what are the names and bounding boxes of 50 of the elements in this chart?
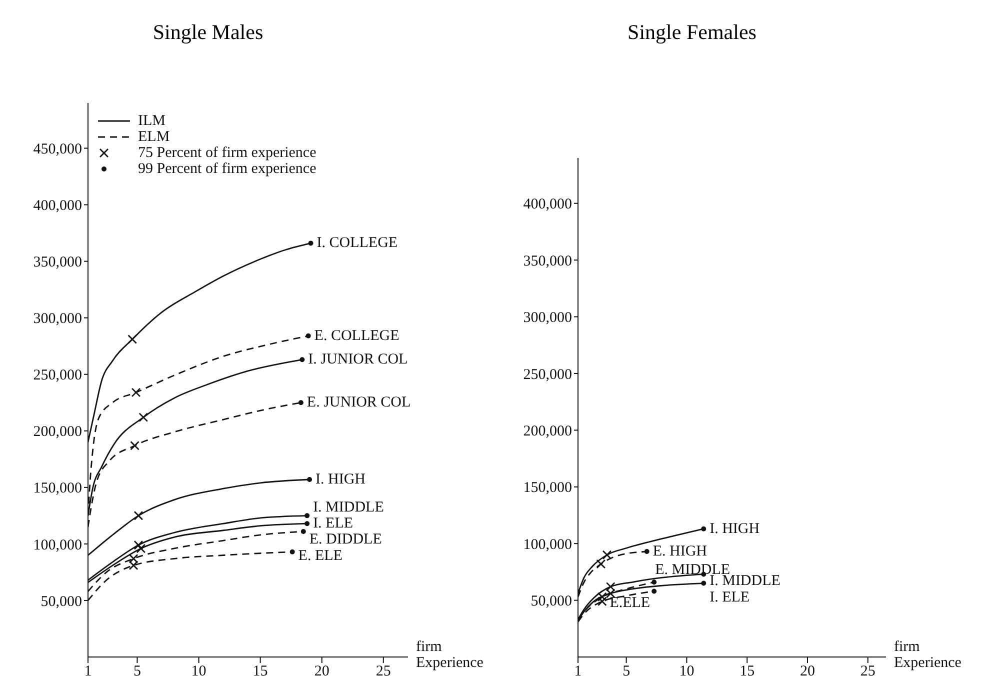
- x-tick-label: 10: [679, 664, 694, 680]
- y-tick-label: 400,000: [523, 196, 572, 213]
- series-label: I. MIDDLE: [313, 500, 384, 516]
- y-tick-label: 50,000: [40, 594, 82, 610]
- x-tick-label: 1: [574, 664, 582, 680]
- legend-label: 99 Percent of firm experience: [138, 161, 316, 177]
- x-tick-label: 20: [314, 664, 330, 680]
- chart-title: Single Males: [152, 20, 264, 45]
- x-tick-label: 5: [133, 664, 141, 680]
- y-tick-label: 200,000: [523, 424, 572, 440]
- series-label: I. ELE: [710, 589, 750, 606]
- legend-label: 75 Percent of firm experience: [138, 145, 316, 161]
- y-tick-label: 300,000: [523, 310, 572, 326]
- series-label: I. COLLEGE: [316, 235, 398, 252]
- y-tick-label: 250,000: [33, 368, 82, 384]
- series-label: E. JUNIOR COL: [306, 394, 411, 411]
- x-tick-label: 25: [860, 664, 876, 680]
- y-tick-label: 300,000: [33, 311, 82, 328]
- series-label: I. HIGH: [316, 471, 366, 488]
- y-tick-label: 350,000: [33, 254, 82, 271]
- annotation: ILM: [138, 113, 166, 129]
- y-tick-label: 100,000: [523, 536, 572, 553]
- annotation: ELM: [138, 129, 170, 145]
- x-tick-label: 10: [191, 664, 206, 680]
- y-tick-label: 250,000: [523, 366, 572, 383]
- series-label: E. DIDDLE: [309, 532, 382, 548]
- y-tick-label: 450,000: [33, 142, 82, 158]
- series-label: E.ELE: [610, 595, 650, 612]
- series-label: E. ELE: [298, 548, 342, 564]
- series-label: I. ELE: [313, 516, 354, 532]
- x-tick-label: 15: [740, 664, 755, 680]
- y-tick-label: 100,000: [33, 537, 82, 554]
- y-tick-label: 350,000: [523, 253, 572, 270]
- y-tick-label: 150,000: [33, 480, 82, 497]
- x-axis-title: firm Experience: [894, 639, 962, 671]
- x-tick-label: 5: [622, 664, 630, 680]
- x-tick-label: 1: [84, 664, 92, 680]
- y-tick-label: 200,000: [33, 424, 82, 440]
- series-label: E. COLLEGE: [314, 328, 400, 344]
- x-axis-title: firm Experience: [416, 639, 484, 671]
- chart-title: Single Females: [626, 20, 758, 45]
- x-tick-label: 25: [376, 664, 391, 680]
- series-label: E. HIGH: [652, 544, 708, 560]
- y-tick-label: 400,000: [33, 198, 82, 214]
- y-tick-label: 150,000: [523, 480, 572, 496]
- x-tick-label: 15: [252, 664, 268, 680]
- y-tick-label: 50,000: [530, 594, 572, 610]
- series-label: I. JUNIOR COL: [308, 352, 408, 368]
- x-tick-label: 20: [800, 664, 815, 680]
- series-label: I. HIGH: [710, 520, 760, 537]
